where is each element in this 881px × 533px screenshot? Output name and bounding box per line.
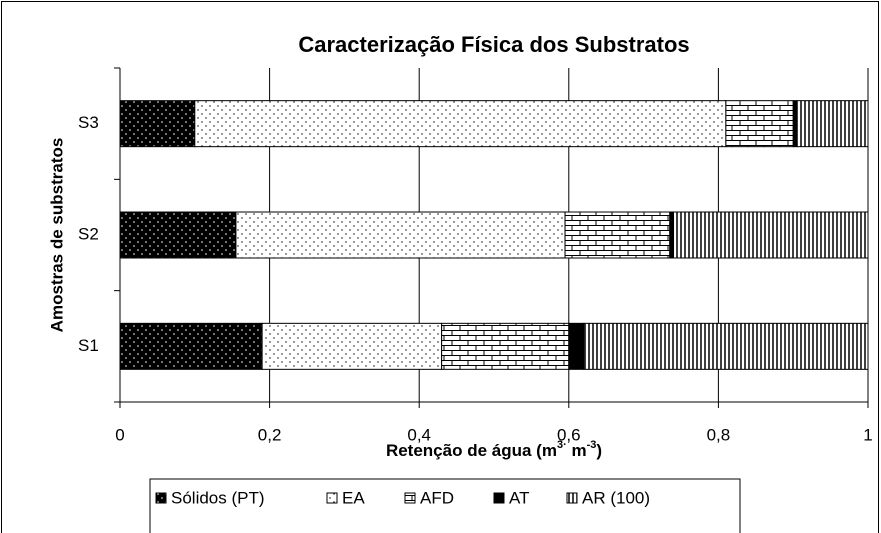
x-tick-label: 0,4	[407, 425, 431, 444]
bar-segment	[194, 100, 727, 148]
bar-segment	[725, 100, 794, 148]
bar-segment	[669, 211, 675, 259]
legend-label: Sólidos (PT)	[171, 488, 265, 507]
bar-segment	[568, 322, 585, 370]
x-tick-label: 0,2	[258, 425, 282, 444]
x-axis-label-part: )	[596, 441, 602, 460]
bar-segment	[235, 211, 566, 259]
legend-label: AR (100)	[582, 488, 650, 507]
bar-segment	[119, 211, 237, 259]
x-axis-label-part: m	[567, 441, 587, 460]
bar-segment	[792, 100, 798, 148]
legend-label: AFD	[420, 488, 454, 507]
y-tick-label: S1	[78, 336, 99, 355]
x-tick-label: 0	[115, 425, 124, 444]
bar-segment	[119, 100, 196, 148]
legend-label: EA	[342, 488, 365, 507]
legend-swatch	[404, 492, 416, 504]
legend-swatch	[566, 492, 578, 504]
legend-box	[149, 478, 741, 533]
legend-swatch	[493, 492, 505, 504]
x-axis-label-part: 3·	[557, 439, 567, 451]
x-tick-label: 1	[863, 425, 872, 444]
y-tick-label: S3	[78, 113, 99, 132]
legend-label: AT	[509, 488, 529, 507]
x-axis-label-part: Retenção de água (m	[386, 441, 557, 460]
bar-segment	[441, 322, 570, 370]
legend-swatch	[326, 492, 338, 504]
legend: Sólidos (PT) EA AFD AT AR (100)	[149, 478, 741, 533]
bar-segment	[119, 322, 263, 370]
x-tick-label: 0,8	[707, 425, 731, 444]
bar-segment	[261, 322, 443, 370]
bar-segment	[564, 211, 671, 259]
y-tick-label: S2	[78, 224, 99, 243]
x-axis-label: Retenção de água (m3· m-3)	[386, 439, 602, 461]
legend-swatch	[155, 492, 167, 504]
x-tick-label: 0,6	[557, 425, 581, 444]
bar-segment	[673, 211, 869, 259]
bar-segment	[796, 100, 869, 148]
x-axis-label-part: -3	[587, 439, 597, 451]
chart-title: Caracterização Física dos Substratos	[298, 32, 689, 57]
y-axis-label: Amostras de substratos	[47, 138, 66, 333]
bar-segment	[583, 322, 869, 370]
